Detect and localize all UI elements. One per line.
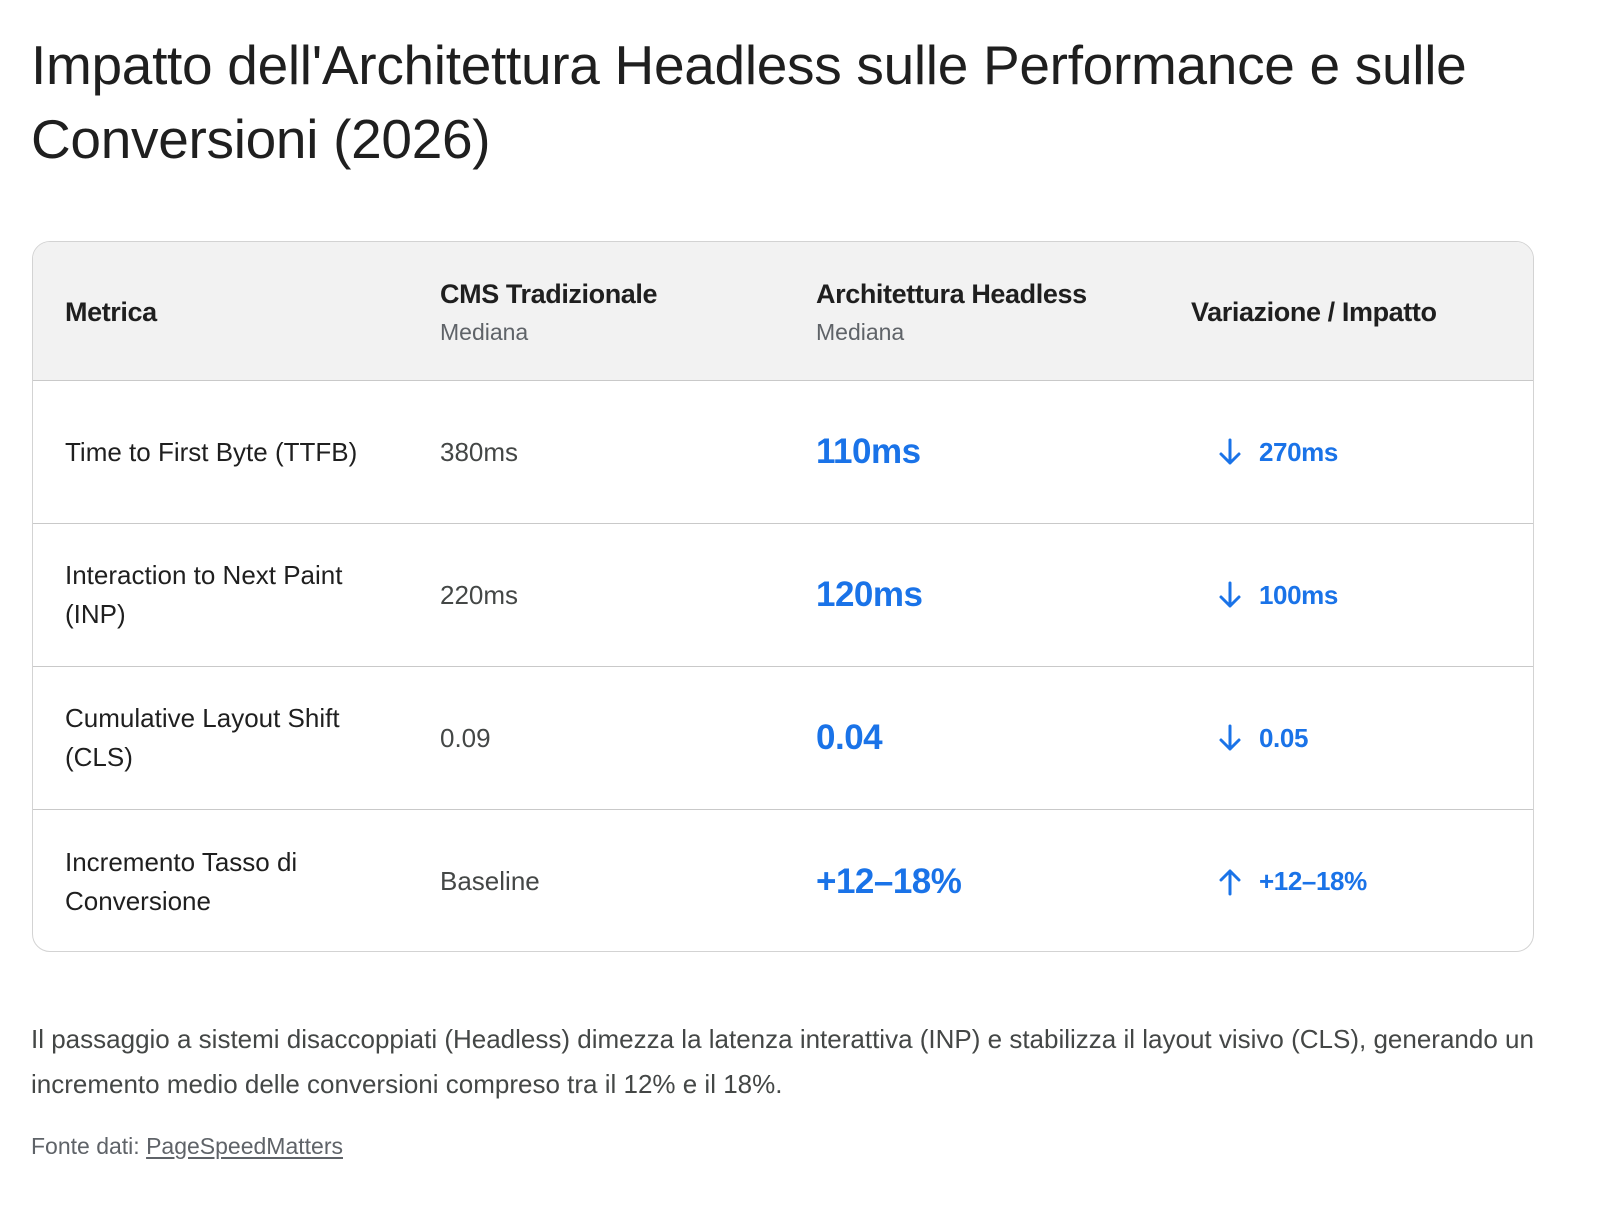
traditional-value: 0.09	[440, 722, 491, 753]
traditional-value: 220ms	[440, 579, 519, 610]
column-header-label: CMS Tradizionale	[440, 278, 658, 309]
headless-value: 110ms	[816, 432, 921, 471]
column-header-sublabel: Mediana	[440, 318, 529, 345]
change-cell: 270ms	[1191, 437, 1338, 468]
column-header-label: Variazione / Impatto	[1191, 296, 1437, 327]
change-value: +12–18%	[1259, 866, 1367, 896]
change-value: 270ms	[1259, 436, 1338, 467]
metric-name: Time to First Byte (TTFB)	[65, 436, 358, 467]
column-header-change: Variazione / Impatto	[1191, 242, 1511, 381]
column-header-traditional: CMS Tradizionale Mediana	[440, 242, 780, 381]
table-row: Cumulative Layout Shift (CLS) 0.09 0.04 …	[33, 667, 1533, 810]
arrow-down-icon	[1217, 723, 1243, 753]
metric-name: Incremento Tasso di Conversione	[65, 846, 298, 916]
arrow-down-icon	[1217, 437, 1243, 467]
headless-value: 0.04	[816, 718, 883, 757]
source-label: Fonte dati:	[31, 1133, 140, 1159]
page-title: Impatto dell'Architettura Headless sulle…	[31, 34, 1467, 170]
column-header-headless: Architettura Headless Mediana	[816, 242, 1156, 381]
source-link[interactable]: PageSpeedMatters	[146, 1133, 343, 1159]
table-row: Time to First Byte (TTFB) 380ms 110ms 27…	[33, 381, 1533, 524]
source-note: Fonte dati: PageSpeedMatters	[31, 1130, 343, 1162]
summary-text: Il passaggio a sistemi disaccoppiati (He…	[31, 1024, 1534, 1099]
column-header-metric: Metrica	[65, 242, 405, 381]
column-header-sublabel: Mediana	[816, 318, 905, 345]
comparison-table: Metrica CMS Tradizionale Mediana Archite…	[32, 241, 1534, 952]
change-value: 100ms	[1259, 579, 1338, 610]
arrow-up-icon	[1217, 867, 1243, 897]
headless-value: 120ms	[816, 575, 923, 614]
change-cell: +12–18%	[1191, 866, 1367, 897]
metric-name: Cumulative Layout Shift (CLS)	[65, 703, 340, 772]
column-header-label: Metrica	[65, 296, 157, 327]
table-header: Metrica CMS Tradizionale Mediana Archite…	[33, 242, 1533, 381]
metric-name: Interaction to Next Paint (INP)	[65, 560, 343, 629]
traditional-value: Baseline	[440, 866, 540, 896]
change-cell: 0.05	[1191, 723, 1308, 754]
traditional-value: 380ms	[440, 436, 519, 467]
table-row: Incremento Tasso di Conversione Baseline…	[33, 810, 1533, 951]
arrow-down-icon	[1217, 580, 1243, 610]
headless-value: +12–18%	[816, 861, 962, 901]
table-row: Interaction to Next Paint (INP) 220ms 12…	[33, 524, 1533, 667]
change-value: 0.05	[1259, 722, 1309, 753]
change-cell: 100ms	[1191, 580, 1338, 611]
column-header-label: Architettura Headless	[816, 278, 1087, 309]
